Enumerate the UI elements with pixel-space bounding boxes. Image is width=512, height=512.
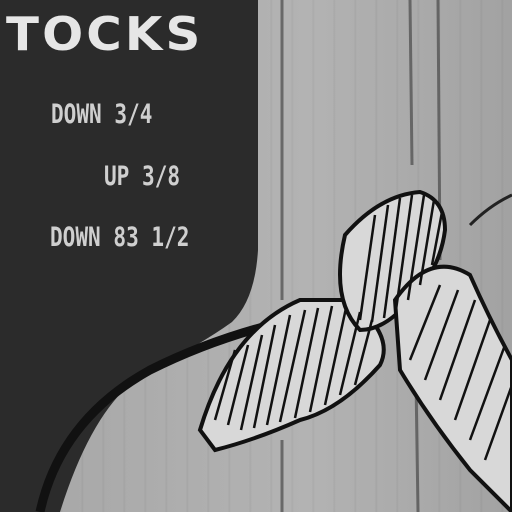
quote-line-1: DOWN 3/4 [51, 99, 153, 130]
quote-line-2: UP 3/8 [104, 161, 181, 192]
headline: TOCKS [6, 7, 204, 61]
quote-line-3: DOWN 83 1/2 [50, 222, 190, 253]
